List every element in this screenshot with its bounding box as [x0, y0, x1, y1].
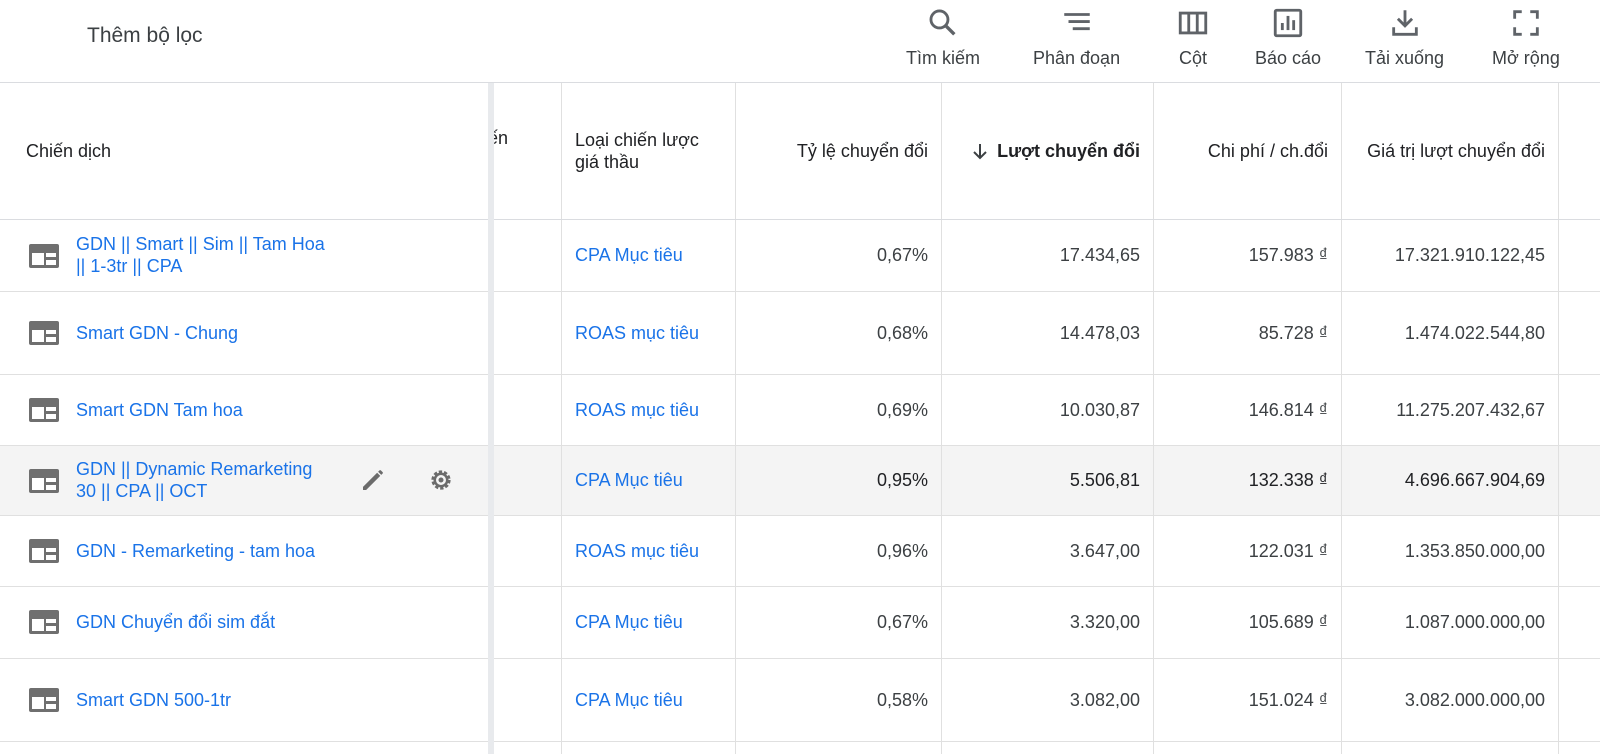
- cost-per-conv-cell: 146.814 ₫: [1248, 399, 1328, 420]
- campaign-name-link[interactable]: GDN || Dynamic Remarketing 30 || CPA || O…: [76, 459, 313, 501]
- download-icon: [1391, 10, 1418, 36]
- gear-icon[interactable]: [426, 465, 456, 495]
- conv-rate-cell: 0,95%: [876, 470, 928, 490]
- conv-value-cell: 1.087.000.000,00: [1404, 612, 1545, 632]
- header-conv-value[interactable]: Giá trị lượt chuyển đổi: [1367, 140, 1545, 161]
- download-tool-label: Tải xuống: [1365, 48, 1445, 68]
- table-row[interactable]: Smart GDN Tam hoa ROAS mục tiêu 0,69% 10…: [0, 375, 1600, 446]
- segment-icon: [1063, 13, 1090, 31]
- frozen-column-divider[interactable]: [488, 83, 494, 754]
- header-conv-rate[interactable]: Tỷ lệ chuyển đổi: [796, 140, 928, 161]
- search-tool-label: Tìm kiếm: [906, 48, 980, 68]
- cost-per-conv-cell: 157.983 ₫: [1248, 245, 1328, 265]
- columns-tool-button[interactable]: Cột: [1176, 6, 1210, 69]
- display-campaign-icon: [29, 688, 59, 712]
- table-row[interactable]: GDN - Remarketing - tam hoa ROAS mục tiê…: [0, 516, 1600, 587]
- edit-pencil-icon[interactable]: [358, 465, 388, 495]
- conv-value-cell: 4.696.667.904,69: [1404, 470, 1545, 490]
- add-filter-button[interactable]: Thêm bộ lọc: [87, 24, 203, 47]
- conversions-cell: 3.082,00: [1069, 689, 1140, 710]
- bid-strategy-link[interactable]: CPA Mục tiêu: [575, 689, 683, 710]
- conv-rate-cell: 0,67%: [876, 612, 928, 632]
- columns-icon: [1178, 11, 1208, 35]
- campaign-name-link[interactable]: Smart GDN - Chung: [76, 323, 239, 343]
- bid-strategy-link[interactable]: ROAS mục tiêu: [575, 322, 700, 343]
- conv-rate-cell: 0,96%: [876, 540, 928, 561]
- expand-icon: [1513, 10, 1539, 36]
- segment-tool-label: Phân đoạn: [1033, 48, 1121, 68]
- campaign-table: Chiến dịch ến Loại chiến lược giá thầu T…: [0, 83, 1600, 754]
- header-conversions[interactable]: Lượt chuyển đổi: [942, 83, 1153, 219]
- conv-value-cell: 17.321.910.122,45: [1394, 245, 1545, 265]
- header-partial-column[interactable]: ến: [488, 128, 509, 148]
- table-row[interactable]: Smart GDN - Chung ROAS mục tiêu 0,68% 14…: [0, 292, 1600, 375]
- bid-strategy-link[interactable]: ROAS mục tiêu: [575, 540, 700, 561]
- display-campaign-icon: [29, 610, 59, 634]
- cost-per-conv-cell: 105.689 ₫: [1248, 612, 1328, 632]
- bid-strategy-link[interactable]: ROAS mục tiêu: [575, 399, 700, 420]
- display-campaign-icon: [29, 321, 59, 345]
- search-icon: [929, 9, 956, 36]
- cost-per-conv-cell: 122.031 ₫: [1248, 540, 1328, 561]
- display-campaign-icon: [29, 398, 59, 422]
- table-row: [0, 742, 1600, 754]
- conv-rate-cell: 0,68%: [876, 322, 928, 343]
- conv-rate-cell: 0,58%: [876, 689, 928, 710]
- conv-value-cell: 11.275.207.432,67: [1396, 399, 1545, 420]
- table-row[interactable]: Smart GDN 500-1tr CPA Mục tiêu 0,58% 3.0…: [0, 659, 1600, 742]
- table-row[interactable]: GDN || Smart || Sim || Tam Hoa || 1-3tr |…: [0, 220, 1600, 292]
- display-campaign-icon: [29, 469, 59, 493]
- cost-per-conv-cell: 151.024 ₫: [1248, 689, 1328, 710]
- expand-tool-button[interactable]: Mở rộng: [1492, 6, 1560, 69]
- sort-descending-icon: [973, 144, 987, 160]
- conv-rate-cell: 0,69%: [876, 399, 928, 420]
- campaign-name-link[interactable]: GDN Chuyển đổi sim đắt: [76, 612, 276, 632]
- report-icon: [1273, 8, 1303, 38]
- cost-per-conv-cell: 132.338 ₫: [1248, 470, 1328, 490]
- conversions-cell: 14.478,03: [1059, 322, 1140, 343]
- conversions-cell: 17.434,65: [1059, 245, 1140, 265]
- conversions-cell: 3.647,00: [1069, 540, 1140, 561]
- download-tool-button[interactable]: Tải xuống: [1365, 6, 1444, 69]
- header-campaign[interactable]: Chiến dịch: [26, 140, 112, 161]
- segment-tool-button[interactable]: Phân đoạn: [1033, 6, 1120, 69]
- campaign-name-link[interactable]: GDN || Smart || Sim || Tam Hoa || 1-3tr |…: [76, 234, 325, 276]
- campaign-name-link[interactable]: Smart GDN Tam hoa: [76, 400, 243, 420]
- header-cost-per-conv[interactable]: Chi phí / ch.đổi: [1207, 140, 1328, 161]
- columns-tool-label: Cột: [1178, 48, 1207, 68]
- expand-tool-label: Mở rộng: [1492, 48, 1560, 68]
- bid-strategy-link[interactable]: CPA Mục tiêu: [575, 245, 683, 265]
- cost-per-conv-cell: 85.728 ₫: [1258, 322, 1328, 343]
- campaign-name-link[interactable]: GDN - Remarketing - tam hoa: [76, 541, 316, 561]
- table-row[interactable]: GDN Chuyển đổi sim đắt CPA Mục tiêu 0,67…: [0, 587, 1600, 659]
- conv-rate-cell: 0,67%: [876, 245, 928, 265]
- header-bid-strategy[interactable]: Loại chiến lược giá thầu: [575, 130, 699, 172]
- conversions-cell: 10.030,87: [1059, 399, 1140, 420]
- table-header: Chiến dịch ến Loại chiến lược giá thầu T…: [0, 83, 1600, 221]
- bid-strategy-link[interactable]: CPA Mục tiêu: [575, 612, 683, 632]
- conv-value-cell: 3.082.000.000,00: [1404, 689, 1545, 710]
- conversions-cell: 5.506,81: [1069, 470, 1140, 490]
- bid-strategy-link[interactable]: CPA Mục tiêu: [575, 470, 683, 490]
- conversions-cell: 3.320,00: [1069, 612, 1140, 632]
- display-campaign-icon: [29, 539, 59, 563]
- display-campaign-icon: [29, 244, 59, 268]
- report-tool-button[interactable]: Báo cáo: [1255, 6, 1321, 69]
- conv-value-cell: 1.353.850.000,00: [1404, 540, 1545, 561]
- report-tool-label: Báo cáo: [1255, 48, 1322, 68]
- search-tool-button[interactable]: Tìm kiếm: [906, 6, 980, 69]
- table-row[interactable]: GDN || Dynamic Remarketing 30 || CPA || O…: [0, 446, 1600, 516]
- campaign-name-link[interactable]: Smart GDN 500-1tr: [76, 690, 232, 710]
- conv-value-cell: 1.474.022.544,80: [1404, 322, 1545, 343]
- table-toolbar: Thêm bộ lọc Tìm kiếm Phân đoạn Cột Báo c…: [0, 0, 1600, 83]
